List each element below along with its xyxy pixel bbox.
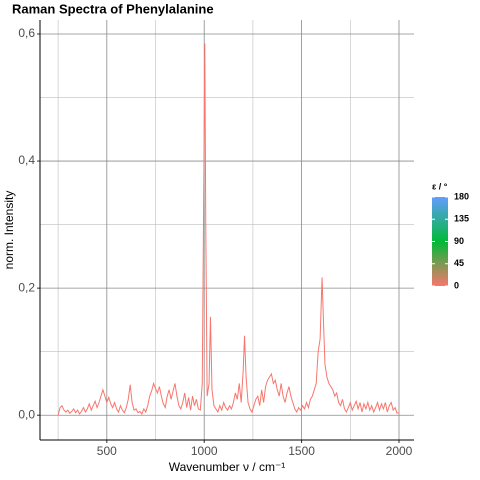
colorbar-tick-label: 180 (454, 191, 469, 201)
colorbar-title: ε / ° (432, 181, 448, 191)
colorbar-tick-label: 45 (454, 258, 464, 268)
x-tick-label: 1000 (191, 444, 218, 458)
y-tick-label: 0,0 (18, 407, 35, 421)
y-tick-label: 0,6 (18, 26, 35, 40)
y-tick-label: 0,4 (18, 153, 35, 167)
x-tick-label: 1500 (288, 444, 315, 458)
spectrum-line (57, 43, 400, 416)
y-tick-label: 0,2 (18, 280, 35, 294)
x-axis-title: Wavenumber ν / cm⁻¹ (169, 460, 286, 474)
colorbar (432, 197, 448, 286)
x-tick-label: 500 (97, 444, 117, 458)
colorbar-tick-label: 0 (454, 280, 459, 290)
y-axis-title: norm. Intensity (2, 191, 16, 270)
colorbar-tick-label: 135 (454, 214, 469, 224)
colorbar-tick-label: 90 (454, 236, 464, 246)
x-tick-label: 2000 (386, 444, 413, 458)
chart-title: Raman Spectra of Phenylalanine (12, 1, 214, 16)
